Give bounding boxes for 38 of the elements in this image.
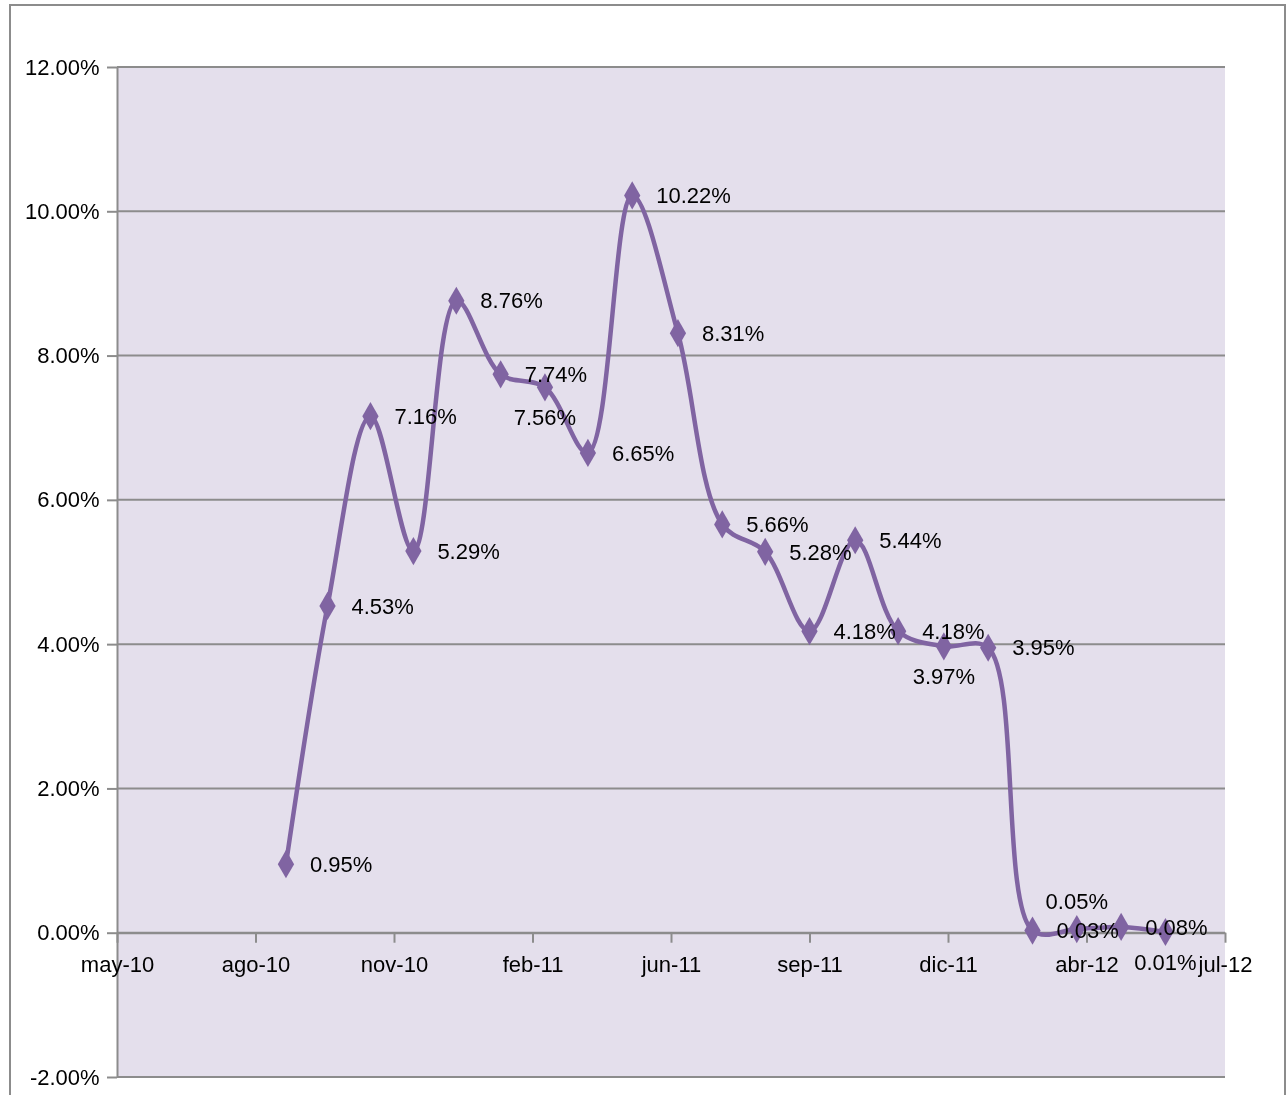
data-label: 4.53% [351, 593, 414, 619]
data-label: 5.29% [437, 538, 500, 564]
y-tick-label: 6.00% [37, 487, 100, 513]
data-label: 0.03% [1056, 918, 1119, 944]
x-tick-label: ago-10 [221, 952, 291, 978]
x-tick-label: dic-11 [919, 952, 978, 978]
y-tick-label: 0.00% [37, 920, 100, 946]
data-label: 7.56% [513, 405, 577, 431]
data-label: 0.01% [1134, 949, 1197, 975]
data-label: 3.95% [1012, 635, 1075, 661]
data-label: 7.74% [524, 362, 588, 388]
y-tick-label: 2.00% [37, 775, 100, 801]
x-tick-label: sep-11 [777, 952, 843, 978]
x-tick-label: nov-10 [360, 952, 429, 978]
data-label: 0.08% [1145, 914, 1208, 940]
x-tick-label: jun-11 [640, 952, 702, 978]
y-tick-label: 12.00% [24, 54, 100, 80]
data-label: 6.65% [611, 440, 675, 466]
y-tick-label: -2.00% [29, 1064, 100, 1090]
data-label: 10.22% [656, 183, 731, 209]
y-tick-label: 4.00% [37, 631, 100, 657]
data-label: 4.18% [922, 618, 985, 644]
data-label: 4.18% [833, 618, 896, 644]
data-label: 8.31% [701, 320, 765, 346]
data-label: 5.44% [879, 527, 942, 553]
data-label: 0.95% [309, 851, 373, 877]
data-label: 3.97% [912, 664, 976, 690]
data-label: 7.16% [394, 403, 457, 429]
y-tick-label: 8.00% [37, 343, 100, 369]
y-tick-label: 10.00% [24, 198, 100, 224]
x-tick-label: may-10 [80, 952, 155, 978]
data-label: 5.28% [789, 539, 852, 565]
x-tick-label: feb-11 [502, 952, 564, 978]
data-label: 5.66% [746, 512, 809, 538]
data-label: 0.05% [1045, 888, 1108, 914]
x-tick-label: abr-12 [1055, 952, 1119, 978]
x-tick-label: jul-12 [1197, 952, 1253, 978]
data-label: 8.76% [480, 288, 543, 314]
